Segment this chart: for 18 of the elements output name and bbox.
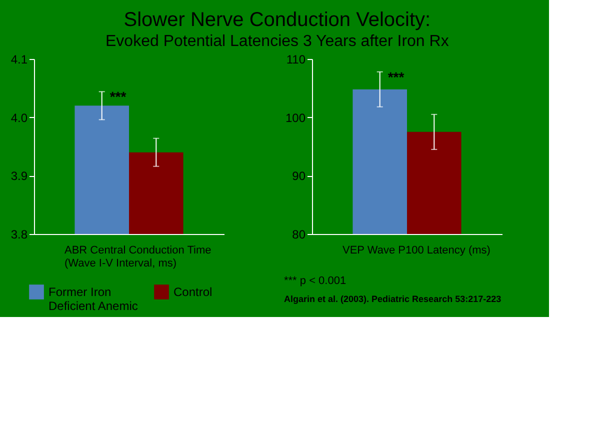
- text: Algarin et al. (2003). Pediatric Research 53:217-223: [284, 294, 502, 304]
- text: Evoked Potential Latencies 3 Years after Iron Rx: [105, 33, 449, 50]
- x-axis-title: ABR Central Conduction Time (Wave I-V Interval, ms): [64, 244, 212, 270]
- y-tick-label: 110: [286, 52, 306, 66]
- y-tick-label: 4.0: [10, 110, 28, 125]
- text: *** p < 0.001: [284, 275, 346, 287]
- y-tick-label: 3.8: [10, 228, 28, 242]
- y-tick-label: 80: [292, 228, 306, 242]
- annotation: ***: [110, 88, 127, 105]
- y-tick-label: 90: [292, 169, 306, 184]
- y-tick-label: 3.9: [10, 169, 28, 184]
- legend-label: Former Iron Deficient Anemic: [48, 285, 138, 313]
- legend-label: Control: [174, 285, 212, 299]
- y-tick-label: 4.1: [10, 52, 28, 66]
- x-axis-title: VEP Wave P100 Latency (ms): [342, 244, 490, 256]
- text: Slower Nerve Conduction Velocity:: [124, 9, 431, 31]
- y-tick-label: 100: [285, 110, 306, 125]
- annotation: ***: [388, 68, 405, 85]
